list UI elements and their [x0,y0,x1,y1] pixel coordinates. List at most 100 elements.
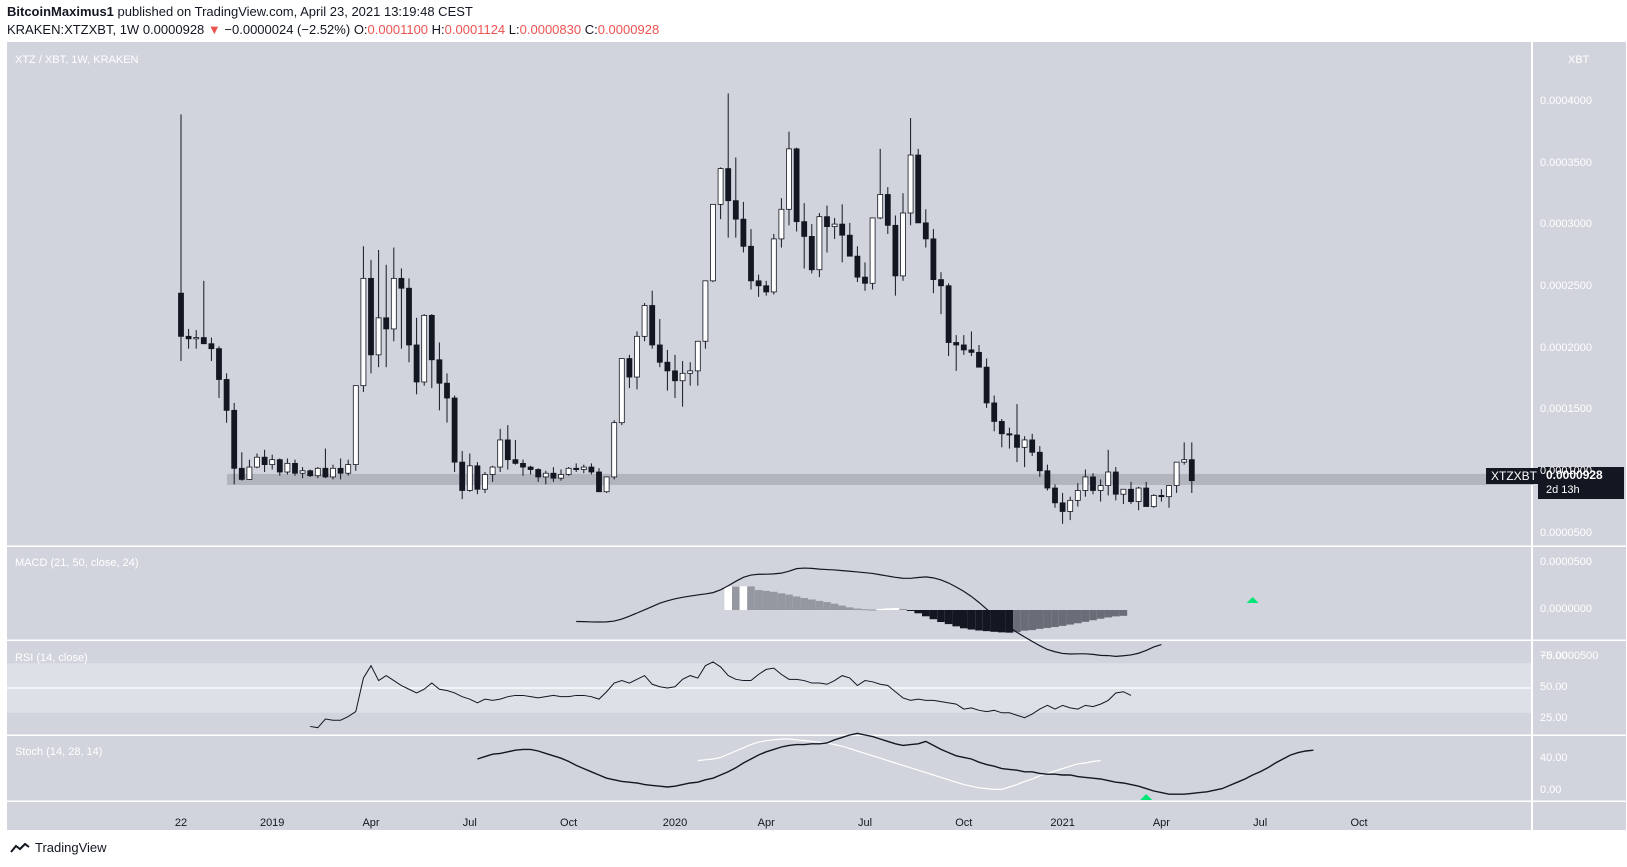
candle-body [702,280,709,342]
candle-body [816,216,823,271]
candle-body [345,464,352,474]
currency-label: XBT [1568,54,1590,66]
candle-body [406,287,412,346]
author-name[interactable]: BitcoinMaximus1 [7,4,114,19]
candle-body [938,279,944,287]
candle-body [565,467,572,475]
candle-body [793,148,800,223]
candle-body [474,465,481,490]
time-axis-tick: Apr [1152,817,1170,829]
macd-axis[interactable] [1533,547,1626,640]
candle-body [550,472,557,479]
candle-body [998,421,1005,435]
candle-body [489,466,496,475]
time-axis-tick: 2020 [662,817,688,829]
main-price-pane[interactable] [7,42,1531,546]
candle-body [831,223,838,227]
low-value: 0.0000830 [519,22,582,37]
candle-body [953,342,960,346]
footer-brand: TradingView [35,840,107,855]
candle-body [732,200,739,220]
tradingview-logo-icon [10,842,30,853]
candle-body [672,370,678,382]
rsi-axis-tick: 50.00 [1540,681,1568,693]
candle-body [497,439,504,468]
macd-axis-tick: −0.0000500 [1540,650,1599,662]
open-label: O: [353,22,368,37]
candle-body [352,385,359,465]
candle-body [1188,459,1195,482]
price-axis-tick: 0.0001500 [1540,403,1592,416]
macd-histogram-bar [777,593,786,610]
candle-body [717,168,724,205]
macd-histogram-bar [815,600,824,610]
candle-body [436,359,443,384]
macd-histogram-bar [937,610,945,623]
macd-histogram-bar [922,610,930,617]
candle-body [687,370,694,374]
macd-histogram-bar [884,608,892,610]
macd-line [576,567,1162,657]
candle-body [1173,461,1180,486]
macd-histogram-bar [1043,610,1052,628]
candle-body [664,361,671,372]
candle-body [1067,499,1074,512]
candle-body [459,461,466,491]
price-axis-tick: 0.0003000 [1540,218,1592,231]
time-axis-tick: 2021 [1050,817,1075,829]
candle-body [1006,433,1013,436]
candle-body [413,344,420,383]
candle-body [216,348,222,380]
macd-histogram-bar [1096,610,1105,619]
time-axis[interactable] [7,802,1531,830]
price-axis[interactable] [1533,42,1626,546]
candle-body [656,344,663,363]
candle-body [725,168,732,202]
candle-body [694,340,701,372]
candle-body [824,216,830,227]
candle-body [1052,487,1058,504]
candle-body [801,221,808,237]
macd-histogram-bar [800,597,808,610]
time-axis-tick: Oct [955,817,973,829]
macd-histogram-bar [770,591,778,610]
time-axis-tick: Oct [1350,817,1368,829]
candle-body [1150,495,1157,507]
macd-histogram-bar [846,607,854,610]
footer-logo[interactable]: TradingView [10,840,107,855]
stoch-axis-tick: 0.00 [1540,784,1562,796]
stoch-axis[interactable] [1533,736,1626,801]
price-axis-tick: 0.0001000 [1540,464,1592,477]
candle-body [915,154,922,224]
macd-histogram-bar [982,610,991,632]
candle-body [1021,439,1028,448]
macd-histogram-bar [960,610,968,629]
rsi-axis-tick: 75.00 [1540,650,1568,662]
price-tag [1538,467,1624,499]
rsi-axis[interactable] [1533,641,1626,735]
candle-body [755,280,762,287]
candle-body [520,462,526,468]
candle-body [482,474,488,490]
candle-body [292,462,298,474]
macd-histogram-bar [739,586,748,610]
symbol-line[interactable]: KRAKEN:XTZXBT, 1W [7,22,140,37]
price-change: −0.0000024 (−2.52%) [224,22,351,37]
time-axis-tick: Oct [560,817,578,829]
macd-histogram-bar [1074,610,1082,624]
time-axis-tick: Apr [757,817,775,829]
stoch-pane[interactable] [7,736,1531,801]
candle-body [314,467,321,477]
candle-body [322,467,329,478]
candle-body [299,470,306,474]
macd-histogram-bar [724,586,732,610]
candle-body [368,277,374,356]
macd-histogram-bar [967,610,976,630]
macd-histogram-bar [1119,610,1128,616]
macd-histogram-bar [861,609,869,611]
candle-body [527,466,534,470]
stoch-k-line [477,732,1314,795]
candle-body [208,343,215,350]
candle-body [740,218,747,247]
